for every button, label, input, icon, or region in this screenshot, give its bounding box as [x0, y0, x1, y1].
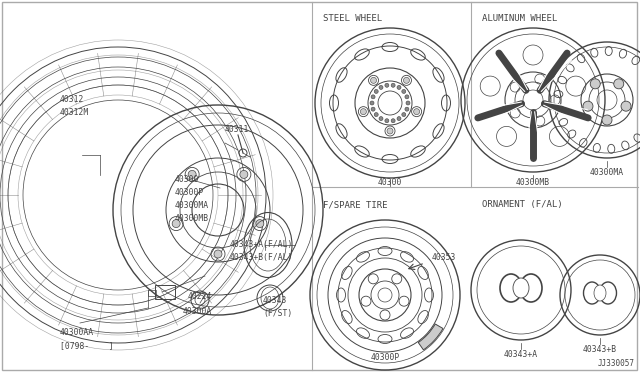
Bar — [148, 290, 156, 296]
Circle shape — [402, 89, 406, 93]
Circle shape — [391, 83, 395, 87]
Circle shape — [402, 113, 406, 116]
Bar — [155, 285, 175, 299]
Text: ALUMINUM WHEEL: ALUMINUM WHEEL — [482, 14, 557, 23]
Text: 40300MA: 40300MA — [590, 168, 624, 177]
Text: 40224: 40224 — [188, 292, 212, 301]
Text: 40343+B: 40343+B — [583, 345, 617, 354]
Text: ORNAMENT (F/AL): ORNAMENT (F/AL) — [482, 200, 563, 209]
Circle shape — [497, 126, 516, 147]
Circle shape — [385, 83, 389, 87]
Circle shape — [188, 170, 196, 179]
Wedge shape — [419, 324, 443, 350]
Text: F/SPARE TIRE: F/SPARE TIRE — [323, 200, 387, 209]
Text: (F/ST): (F/ST) — [263, 309, 292, 318]
Circle shape — [602, 115, 612, 125]
Circle shape — [371, 107, 375, 111]
Text: 40343+A: 40343+A — [504, 350, 538, 359]
Circle shape — [397, 116, 401, 121]
Text: 40312M: 40312M — [60, 108, 89, 117]
Circle shape — [374, 113, 378, 116]
Text: 40300MB: 40300MB — [516, 178, 550, 187]
Circle shape — [523, 45, 543, 65]
Text: 40343+A(F/AL): 40343+A(F/AL) — [230, 240, 293, 249]
Text: 40312: 40312 — [60, 95, 84, 104]
Text: 40300AA: 40300AA — [60, 328, 94, 337]
Circle shape — [397, 86, 401, 89]
Circle shape — [480, 76, 500, 96]
Text: [0798-    ]: [0798- ] — [60, 341, 114, 350]
Text: STEEL WHEEL: STEEL WHEEL — [323, 14, 382, 23]
Circle shape — [590, 79, 600, 89]
Circle shape — [379, 86, 383, 89]
Text: 40300P: 40300P — [371, 353, 399, 362]
Text: JJ330057: JJ330057 — [598, 359, 635, 368]
Circle shape — [391, 119, 395, 123]
Circle shape — [172, 219, 180, 228]
Circle shape — [379, 116, 383, 121]
Circle shape — [374, 89, 378, 93]
Ellipse shape — [594, 285, 606, 301]
Circle shape — [583, 101, 593, 111]
Circle shape — [387, 128, 393, 134]
Ellipse shape — [513, 278, 529, 298]
Circle shape — [405, 107, 409, 111]
Text: 40343+B(F/AL): 40343+B(F/AL) — [230, 253, 293, 262]
Circle shape — [566, 76, 586, 96]
Circle shape — [405, 95, 409, 99]
Circle shape — [403, 77, 410, 83]
Circle shape — [621, 101, 631, 111]
Text: 40300A: 40300A — [183, 307, 212, 316]
Circle shape — [413, 109, 420, 115]
Text: 40300: 40300 — [175, 175, 200, 184]
Circle shape — [256, 219, 264, 228]
Circle shape — [360, 109, 366, 115]
Text: 40353: 40353 — [432, 253, 456, 262]
Circle shape — [371, 95, 375, 99]
Text: 40300MB: 40300MB — [175, 214, 209, 223]
Circle shape — [550, 126, 570, 147]
Text: 40300MA: 40300MA — [175, 201, 209, 210]
Text: 40300: 40300 — [378, 178, 402, 187]
Circle shape — [614, 79, 624, 89]
Text: 40343: 40343 — [263, 296, 287, 305]
Circle shape — [214, 250, 222, 258]
Circle shape — [385, 119, 389, 123]
Circle shape — [371, 77, 376, 83]
Circle shape — [240, 170, 248, 179]
Circle shape — [370, 101, 374, 105]
Text: 40311: 40311 — [225, 125, 250, 134]
Circle shape — [406, 101, 410, 105]
Text: 40300P: 40300P — [175, 188, 204, 197]
